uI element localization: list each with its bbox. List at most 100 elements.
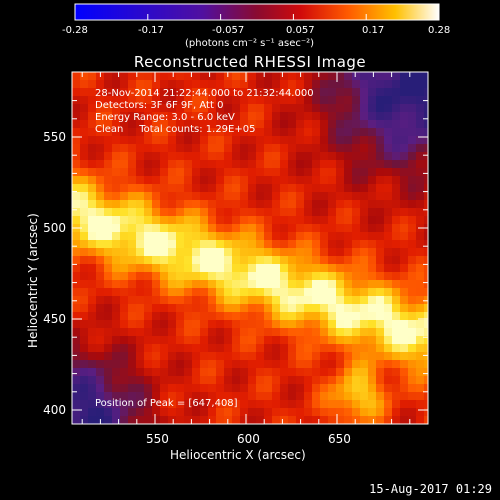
image-pixel — [216, 168, 225, 177]
image-pixel — [208, 296, 217, 305]
image-pixel — [304, 120, 313, 129]
image-pixel — [360, 408, 369, 417]
image-pixel — [328, 384, 337, 393]
image-pixel — [192, 336, 201, 345]
image-pixel — [280, 376, 289, 385]
image-pixel — [368, 400, 377, 409]
image-pixel — [272, 80, 281, 89]
image-pixel — [288, 112, 297, 121]
image-pixel — [288, 168, 297, 177]
image-pixel — [120, 200, 129, 209]
image-pixel — [280, 264, 289, 273]
image-pixel — [120, 360, 129, 369]
image-pixel — [192, 176, 201, 185]
image-pixel — [256, 296, 265, 305]
image-pixel — [328, 280, 337, 289]
image-pixel — [224, 224, 233, 233]
image-pixel — [216, 80, 225, 89]
image-pixel — [240, 248, 249, 257]
image-pixel — [184, 328, 193, 337]
image-pixel — [160, 160, 169, 169]
image-pixel — [200, 96, 209, 105]
image-pixel — [224, 336, 233, 345]
image-pixel — [248, 248, 257, 257]
image-pixel — [304, 200, 313, 209]
image-pixel — [128, 376, 137, 385]
image-pixel — [320, 264, 329, 273]
image-pixel — [104, 232, 113, 241]
image-pixel — [232, 232, 241, 241]
image-pixel — [400, 376, 409, 385]
image-pixel — [256, 344, 265, 353]
image-pixel — [336, 224, 345, 233]
image-pixel — [248, 112, 257, 121]
image-pixel — [360, 272, 369, 281]
image-pixel — [216, 160, 225, 169]
image-pixel — [400, 360, 409, 369]
image-pixel — [192, 288, 201, 297]
image-pixel — [112, 136, 121, 145]
image-pixel — [416, 184, 425, 193]
image-pixel — [88, 288, 97, 297]
image-pixel — [344, 168, 353, 177]
image-pixel — [304, 408, 313, 417]
image-pixel — [104, 160, 113, 169]
image-pixel — [392, 224, 401, 233]
image-pixel — [248, 416, 257, 424]
image-pixel — [80, 248, 89, 257]
image-pixel — [264, 88, 273, 97]
image-pixel — [272, 296, 281, 305]
image-pixel — [104, 88, 113, 97]
image-pixel — [272, 240, 281, 249]
image-pixel — [96, 304, 105, 313]
image-pixel — [200, 136, 209, 145]
image-pixel — [104, 328, 113, 337]
image-pixel — [232, 312, 241, 321]
image-pixel — [120, 320, 129, 329]
image-pixel — [336, 320, 345, 329]
image-pixel — [72, 192, 81, 201]
image-pixel — [280, 368, 289, 377]
image-pixel — [368, 408, 377, 417]
image-pixel — [352, 384, 361, 393]
image-pixel — [352, 200, 361, 209]
image-pixel — [144, 400, 153, 409]
image-pixel — [344, 128, 353, 137]
image-pixel — [240, 400, 249, 409]
image-pixel — [360, 152, 369, 161]
image-pixel — [72, 328, 81, 337]
image-pixel — [208, 128, 217, 137]
image-pixel — [336, 216, 345, 225]
image-pixel — [88, 400, 97, 409]
image-pixel — [88, 304, 97, 313]
image-pixel — [160, 280, 169, 289]
image-pixel — [328, 88, 337, 97]
image-pixel — [240, 88, 249, 97]
image-pixel — [176, 144, 185, 153]
image-pixel — [296, 344, 305, 353]
x-axis-label: Heliocentric X (arcsec) — [170, 448, 306, 462]
image-pixel — [360, 376, 369, 385]
image-pixel — [344, 120, 353, 129]
image-pixel — [336, 312, 345, 321]
image-pixel — [176, 136, 185, 145]
image-pixel — [144, 160, 153, 169]
image-pixel — [392, 392, 401, 401]
image-pixel — [96, 160, 105, 169]
image-pixel — [136, 360, 145, 369]
image-pixel — [400, 312, 409, 321]
image-pixel — [152, 264, 161, 273]
image-pixel — [336, 192, 345, 201]
image-pixel — [216, 376, 225, 385]
image-pixel — [376, 376, 385, 385]
image-pixel — [72, 400, 81, 409]
image-pixel — [160, 288, 169, 297]
image-pixel — [416, 216, 425, 225]
image-pixel — [88, 376, 97, 385]
image-pixel — [288, 336, 297, 345]
image-pixel — [112, 408, 121, 417]
image-pixel — [320, 304, 329, 313]
image-pixel — [216, 136, 225, 145]
image-pixel — [192, 256, 201, 265]
image-pixel — [144, 240, 153, 249]
